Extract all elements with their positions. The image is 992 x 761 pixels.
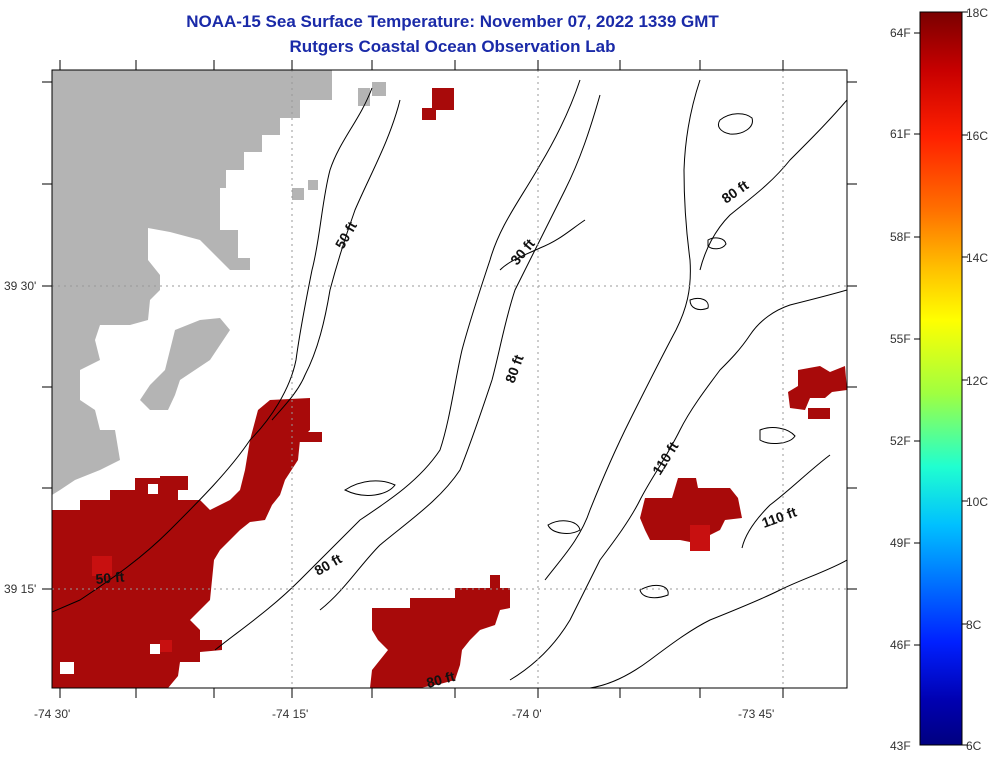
colorbar-f-label: 46F	[890, 638, 911, 652]
colorbar-c-label: 12C	[966, 374, 988, 388]
sst-data	[52, 88, 847, 688]
lon-label-73-45: -73 45'	[738, 707, 774, 721]
colorbar-f-label: 49F	[890, 536, 911, 550]
colorbar-c-label: 16C	[966, 129, 988, 143]
land-barrier	[140, 318, 230, 410]
colorbar-c-label: 14C	[966, 251, 988, 265]
land-patch	[372, 82, 386, 96]
colorbar-f-label: 61F	[890, 127, 911, 141]
land-patch	[292, 188, 304, 200]
map-subtitle: Rutgers Coastal Ocean Observation Lab	[289, 37, 616, 56]
colorbar-c-label: 8C	[966, 618, 982, 632]
tick-marks	[42, 60, 857, 698]
colorbar-c-label: 18C	[966, 6, 988, 20]
land-patch	[308, 180, 318, 190]
contour-label: 50 ft	[95, 569, 125, 587]
graticule	[52, 70, 847, 688]
data-gaps	[60, 484, 160, 674]
colorbar-ticks	[914, 11, 968, 746]
colorbar-c-label: 6C	[966, 739, 982, 753]
lon-label-74-15: -74 15'	[272, 707, 308, 721]
colorbar-f-label: 64F	[890, 26, 911, 40]
colorbar-f-label: 43F	[890, 739, 911, 753]
land-patch	[358, 88, 370, 106]
lat-label-39-15: 39 15'	[4, 582, 36, 596]
colorbar-f-label: 52F	[890, 434, 911, 448]
colorbar-f-label: 58F	[890, 230, 911, 244]
bathymetry-contours	[52, 79, 847, 688]
colorbar-c-label: 10C	[966, 495, 988, 509]
lon-label-74-30: -74 30'	[34, 707, 70, 721]
map-title: NOAA-15 Sea Surface Temperature: Novembe…	[186, 12, 719, 31]
colorbar	[919, 11, 963, 746]
colorbar-f-label: 55F	[890, 332, 911, 346]
plot-frame	[51, 69, 848, 689]
sst-data-warmer	[92, 525, 710, 652]
contour-label: 80 ft	[425, 668, 457, 691]
land-mass	[52, 70, 332, 495]
lat-label-39-30: 39 30'	[4, 279, 36, 293]
lon-label-74-0: -74 0'	[512, 707, 542, 721]
